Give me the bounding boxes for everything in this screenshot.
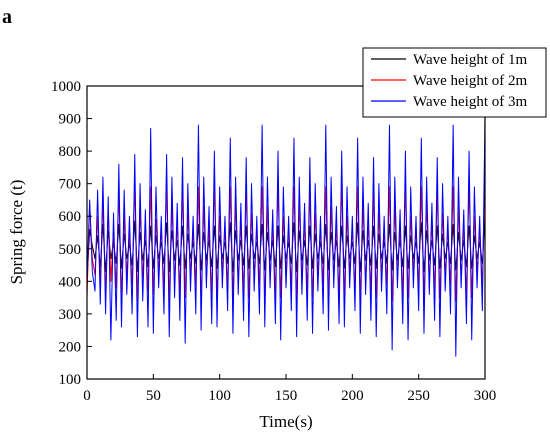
legend-label-1m: Wave height of 1m [413, 52, 528, 68]
y-tick-label: 400 [59, 274, 82, 290]
x-tick-label: 300 [474, 388, 497, 404]
x-axis-ticks: 0 50 100 150 200 250 300 [83, 374, 496, 404]
series-line-1 [86, 216, 486, 283]
y-tick-label: 600 [59, 209, 82, 225]
y-tick-label: 300 [59, 307, 82, 323]
y-tick-label: 1000 [51, 79, 81, 95]
y-tick-label: 800 [59, 144, 82, 160]
x-axis-label: Time(s) [259, 412, 312, 431]
y-tick-label: 500 [59, 242, 82, 258]
y-tick-label: 700 [59, 177, 82, 193]
y-tick-label: 200 [59, 339, 82, 355]
y-axis-ticks: 100 200 300 400 500 600 700 800 900 1000 [51, 79, 92, 388]
x-tick-label: 150 [275, 388, 298, 404]
x-tick-label: 50 [146, 388, 161, 404]
y-tick-label: 900 [59, 112, 82, 128]
series-layer [86, 115, 486, 357]
y-tick-label: 100 [59, 372, 82, 388]
series-line-3 [86, 115, 486, 357]
y-axis-label: Spring force (t) [7, 180, 26, 285]
panel-label: a [2, 6, 12, 28]
x-tick-label: 100 [208, 388, 231, 404]
legend: Wave height of 1m Wave height of 2m Wave… [362, 47, 547, 118]
x-tick-label: 200 [341, 388, 364, 404]
x-tick-label: 250 [407, 388, 430, 404]
legend-label-2m: Wave height of 2m [413, 73, 528, 89]
legend-label-3m: Wave height of 3m [413, 94, 528, 110]
x-tick-label: 0 [83, 388, 91, 404]
